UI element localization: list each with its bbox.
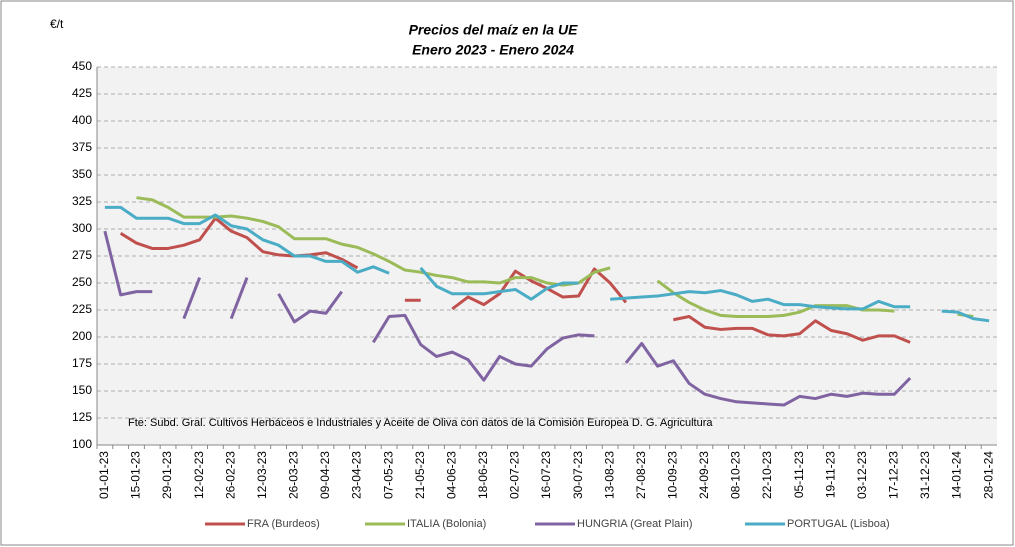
x-tick-label: 19-11-23 <box>823 451 837 498</box>
x-tick-label: 08-10-23 <box>729 451 743 499</box>
x-tick-label: 18-06-23 <box>476 451 490 499</box>
y-tick-label: 425 <box>72 86 92 100</box>
x-tick-label: 14-01-24 <box>950 451 964 499</box>
series-line <box>103 230 912 407</box>
x-tick-label: 12-02-23 <box>192 451 206 499</box>
x-tick-label: 15-01-23 <box>129 451 143 499</box>
y-tick-label: 400 <box>72 113 92 127</box>
x-tick-label: 05-11-23 <box>792 451 806 498</box>
x-tick-label: 12-03-23 <box>255 451 269 499</box>
legend-label: PORTUGAL (Lisboa) <box>787 518 890 530</box>
x-tick-label: 22-10-23 <box>760 451 774 499</box>
y-axis-label: €/t <box>50 17 64 31</box>
x-tick-label: 30-07-23 <box>571 451 585 499</box>
x-tick-label: 10-09-23 <box>665 451 679 499</box>
x-tick-label: 04-06-23 <box>444 451 458 499</box>
x-tick-label: 01-01-23 <box>97 451 111 499</box>
chart-title: Precios del maíz en la UE <box>409 22 579 38</box>
chart-subtitle: Enero 2023 - Enero 2024 <box>412 42 574 58</box>
y-tick-label: 325 <box>72 194 92 208</box>
y-tick-label: 350 <box>72 167 92 181</box>
y-tick-label: 225 <box>72 302 92 316</box>
y-tick-label: 150 <box>72 383 92 397</box>
x-tick-label: 02-07-23 <box>508 451 522 499</box>
x-tick-label: 26-03-23 <box>287 451 301 499</box>
y-tick-label: 300 <box>72 221 92 235</box>
legend-label: HUNGRIA (Great Plain) <box>577 518 693 530</box>
x-tick-label: 21-05-23 <box>413 451 427 499</box>
y-tick-label: 250 <box>72 275 92 289</box>
x-tick-label: 31-12-23 <box>918 451 932 499</box>
y-tick-label: 175 <box>72 356 92 370</box>
x-tick-label: 29-01-23 <box>160 451 174 499</box>
x-tick-label: 03-12-23 <box>855 451 869 499</box>
y-tick-label: 100 <box>72 437 92 451</box>
annotation: Fte: Subd. Gral. Cultivos Herbáceos e In… <box>128 417 713 429</box>
x-tick-label: 27-08-23 <box>634 451 648 499</box>
x-tick-label: 23-04-23 <box>350 451 364 499</box>
y-tick-label: 275 <box>72 248 92 262</box>
x-tick-label: 28-01-24 <box>981 451 995 499</box>
y-tick-label: 125 <box>72 410 92 424</box>
x-tick-label: 17-12-23 <box>887 451 901 499</box>
legend-label: ITALIA (Bolonia) <box>407 518 486 530</box>
x-tick-label: 09-04-23 <box>318 451 332 499</box>
y-tick-label: 200 <box>72 329 92 343</box>
x-tick-label: 13-08-23 <box>602 451 616 499</box>
series-line <box>119 216 911 344</box>
legend-label: FRA (Burdeos) <box>247 518 320 530</box>
x-tick-label: 16-07-23 <box>539 451 553 499</box>
y-tick-label: 375 <box>72 140 92 154</box>
x-tick-label: 26-02-23 <box>223 451 237 499</box>
y-tick-label: 450 <box>72 59 92 73</box>
series-line <box>104 205 990 323</box>
x-tick-label: 24-09-23 <box>697 451 711 499</box>
x-tick-label: 07-05-23 <box>381 451 395 499</box>
